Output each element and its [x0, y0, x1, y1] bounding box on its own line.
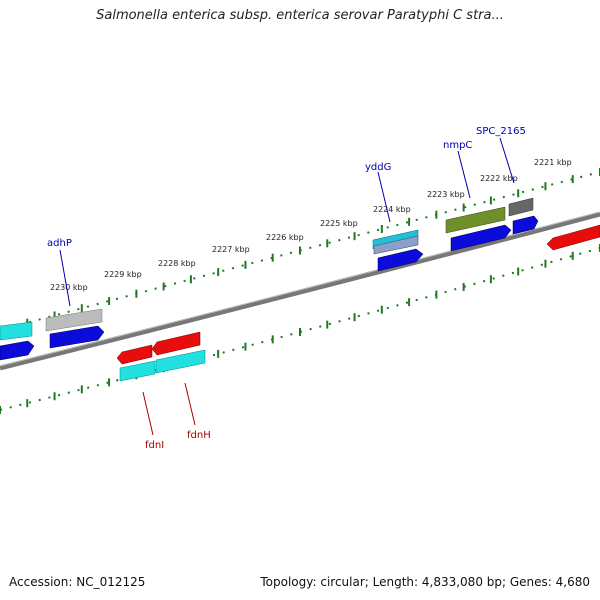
genome-backbone-highlight [0, 211, 600, 367]
gene-feature[interactable] [0, 340, 35, 361]
gene-feature[interactable] [508, 197, 534, 217]
gene-feature[interactable] [546, 224, 600, 251]
gene-feature[interactable] [377, 248, 424, 272]
scale-label: 2230 kbp [50, 283, 88, 292]
gene-label-fdnH[interactable]: fdnH [187, 430, 211, 441]
gene-feature[interactable] [373, 235, 419, 255]
gene-label-adhP[interactable]: adhP [47, 238, 72, 249]
map-title: Salmonella enterica subsp. enterica sero… [96, 8, 504, 23]
gene-feature[interactable] [155, 349, 206, 374]
scale-label: 2229 kbp [104, 270, 142, 279]
gene-label-SPC_2165[interactable]: SPC_2165 [476, 126, 526, 137]
gene-label-fdnI[interactable]: fdnI [145, 440, 164, 451]
gene-feature[interactable] [49, 325, 105, 349]
gene-feature[interactable] [119, 360, 156, 382]
scale-label: 2222 kbp [480, 174, 518, 183]
gene-label-nmpC[interactable]: nmpC [443, 140, 472, 151]
scale-label: 2221 kbp [534, 158, 572, 167]
gene-feature[interactable] [151, 331, 201, 356]
reverse-genes [116, 224, 600, 382]
gene-feature[interactable] [450, 224, 512, 252]
gene-label-yddG[interactable]: yddG [365, 162, 391, 173]
scale-label: 2226 kbp [266, 233, 304, 242]
genome-backbone [0, 211, 600, 371]
scale-label: 2224 kbp [373, 205, 411, 214]
accession-text: Accession: NC_012125 [9, 575, 146, 589]
gene-feature[interactable] [0, 321, 33, 341]
forward-genes [0, 197, 539, 361]
scale-label: 2228 kbp [158, 259, 196, 268]
leader-lines [59, 137, 515, 436]
major-ticks [0, 168, 600, 414]
scale-label: 2223 kbp [427, 190, 465, 199]
gene-feature[interactable] [512, 215, 539, 235]
gene-feature[interactable] [445, 206, 506, 234]
scale-label: 2225 kbp [320, 219, 358, 228]
scale-label: 2227 kbp [212, 245, 250, 254]
gene-feature[interactable] [116, 344, 153, 365]
gene-feature[interactable] [45, 308, 103, 332]
topology-summary: Topology: circular; Length: 4,833,080 bp… [260, 575, 590, 589]
